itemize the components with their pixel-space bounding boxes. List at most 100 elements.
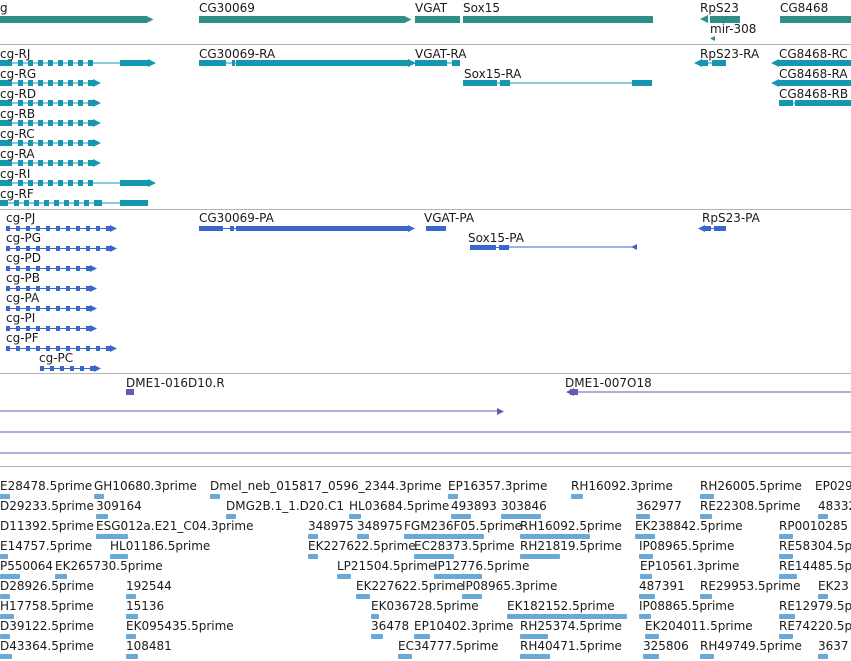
transcript-label[interactable]: cg-RA [0,147,35,161]
gene-label[interactable]: CG30069 [199,1,255,15]
est-label[interactable]: EK036728.5prime [371,599,479,613]
protein-label[interactable]: VGAT-PA [424,211,475,225]
clone-label[interactable]: DME1-016D10.R [126,376,225,390]
est-label[interactable]: RE74220.5p [779,619,851,633]
est-label[interactable]: IP08865.5prime [639,599,735,613]
transcript-label[interactable]: CG8468-RA [779,67,848,81]
est-label[interactable]: EC34777.5prime [398,639,499,653]
est-label[interactable]: D39122.5prime [0,619,94,633]
est-label[interactable]: 192544 [126,579,172,593]
est-label[interactable]: EK227622.5prime [308,539,416,553]
transcript-label[interactable]: RpS23-RA [700,47,760,61]
est-label[interactable]: EP10402.3prime [414,619,514,633]
est-label[interactable]: 303846 [501,499,547,513]
protein-label[interactable]: cg-PJ [6,211,36,225]
est-label[interactable]: 348975 [308,519,354,533]
est-label[interactable]: HL03684.5prime [349,499,450,513]
transcript-label[interactable]: cg-RJ [0,47,31,61]
est-label[interactable]: IP12776.5prime [434,559,530,573]
est-label[interactable]: EK204011.5prime [645,619,753,633]
protein-label[interactable]: cg-PF [6,331,39,345]
est-label[interactable]: RH25374.5prime [520,619,622,633]
gene-label[interactable]: RpS23 [700,1,739,15]
est-label[interactable]: E14757.5prime [0,539,93,553]
transcript-label[interactable]: CG8468-RB [779,87,849,101]
est-label[interactable]: IP08965.5prime [639,539,735,553]
est-label[interactable]: RH49749.5prime [700,639,802,653]
est-label[interactable]: DMG2B.1_1.D20.C1 [226,499,344,513]
transcript-label[interactable]: cg-RC [0,127,35,141]
protein-label[interactable]: cg-PI [6,311,36,325]
est-label[interactable]: EK265730.5prime [55,559,163,573]
est-label[interactable]: 15136 [126,599,165,613]
est-label[interactable]: 36478 [371,619,410,633]
transcript-label[interactable]: cg-RD [0,87,37,101]
est-label[interactable]: RE29953.5prime [700,579,801,593]
est-label[interactable]: Dmel_neb_015817_0596_2344.3prime [210,479,442,493]
est-label[interactable]: P550064 [0,559,54,573]
est-label[interactable]: RE14485.5p [779,559,851,573]
est-label[interactable]: RE22308.5prime [700,499,801,513]
est-label[interactable]: RH26005.5prime [700,479,802,493]
protein-label[interactable]: cg-PB [6,271,41,285]
est-label[interactable]: FGM236F05.5prime [404,519,523,533]
est-label[interactable]: 487391 [639,579,685,593]
est-label[interactable]: D11392.5prime [0,519,94,533]
protein-label[interactable]: Sox15-PA [468,231,524,245]
protein-label[interactable]: RpS23-PA [702,211,760,225]
protein-label[interactable]: cg-PC [39,351,74,365]
transcript-label[interactable]: cg-RI [0,167,31,181]
transcript-label[interactable]: CG8468-RC [779,47,848,61]
est-label[interactable]: ESG012a.E21_C04.3prime [96,519,254,533]
est-label[interactable]: EK095435.5prime [126,619,234,633]
gene-label[interactable]: mir-308 [710,22,757,36]
transcript-label[interactable]: cg-RB [0,107,36,121]
est-label[interactable]: HL01186.5prime [110,539,211,553]
protein-label[interactable]: cg-PG [6,231,42,245]
est-label[interactable]: EP10561.3prime [640,559,740,573]
est-label[interactable]: 108481 [126,639,172,653]
est-label[interactable]: RE58304.5p [779,539,851,553]
gene-label[interactable]: Sox15 [463,1,500,15]
transcript-label[interactable]: cg-RF [0,187,34,201]
est-label[interactable]: 3637 [818,639,849,653]
est-label[interactable]: EC28373.5prime [414,539,515,553]
est-label[interactable]: LP21504.5prime [337,559,436,573]
protein-label[interactable]: cg-PA [6,291,40,305]
protein-label[interactable]: cg-PD [6,251,42,265]
est-label[interactable]: D43364.5prime [0,639,94,653]
est-label[interactable]: H17758.5prime [0,599,94,613]
est-label[interactable]: 48332 [818,499,851,513]
est-label[interactable]: 493893 [451,499,497,513]
est-label[interactable]: D28926.5prime [0,579,94,593]
gene-label[interactable]: VGAT [415,1,448,15]
est-label[interactable]: GH10680.3prime [94,479,197,493]
est-label[interactable]: 348975 [357,519,403,533]
est-label[interactable]: E28478.5prime [0,479,93,493]
transcript-label[interactable]: CG30069-RA [199,47,276,61]
est-label[interactable]: IP08965.3prime [462,579,558,593]
est-label[interactable]: RE12979.5p [779,599,851,613]
est-label[interactable]: RH16092.5prime [520,519,622,533]
est-label[interactable]: EK227622.5prime [356,579,464,593]
est-label[interactable]: RH16092.3prime [571,479,673,493]
est-label[interactable]: RH21819.5prime [520,539,622,553]
est-label[interactable]: EK23 [818,579,849,593]
transcript-label[interactable]: cg-RG [0,67,37,81]
clone-label[interactable]: DME1-007O18 [565,376,652,390]
est-label[interactable]: 362977 [636,499,682,513]
est-label[interactable]: EP029 [815,479,851,493]
transcript-label[interactable]: Sox15-RA [464,67,522,81]
protein-label[interactable]: CG30069-PA [199,211,274,225]
est-label[interactable]: EK238842.5prime [635,519,743,533]
est-label[interactable]: 325806 [643,639,689,653]
est-label[interactable]: RH40471.5prime [520,639,622,653]
gene-label[interactable]: CG8468 [780,1,829,15]
transcript-label[interactable]: VGAT-RA [415,47,467,61]
gene-label[interactable]: g [0,1,8,15]
est-label[interactable]: 309164 [96,499,142,513]
est-label[interactable]: EP16357.3prime [448,479,548,493]
est-label[interactable]: RP0010285 [779,519,849,533]
est-label[interactable]: EK182152.5prime [507,599,615,613]
est-label[interactable]: D29233.5prime [0,499,94,513]
